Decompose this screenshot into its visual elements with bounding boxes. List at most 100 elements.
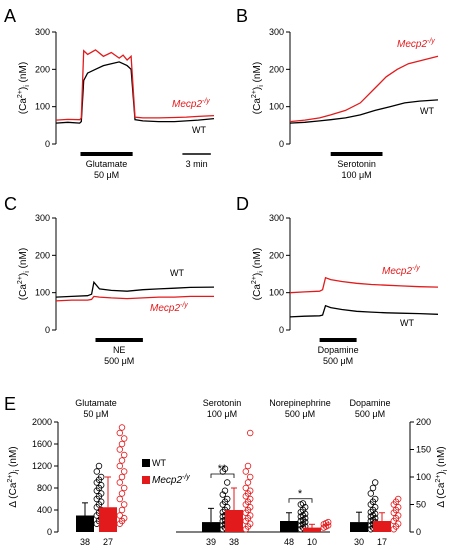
- panel-e-point-mecp2: [118, 506, 126, 514]
- panel-e-sig-label: **: [218, 463, 227, 475]
- panel-a-ytick-label: 0: [45, 139, 50, 149]
- panel-b-ytick-label: 200: [269, 64, 284, 74]
- panel-e-left-tick-label: 800: [37, 483, 52, 493]
- panel-c-ytick-label: 100: [35, 288, 50, 298]
- panel-c-ytick-label: 300: [35, 213, 50, 223]
- panel-e-point-wt: [219, 491, 226, 498]
- panel-d-stim-bar: [319, 338, 357, 342]
- panel-e-left-tick-label: 0: [47, 527, 52, 537]
- panel-e-bar-mecp2: [303, 527, 321, 532]
- panel-b-mecp2-label: Mecp2-/y: [397, 38, 435, 50]
- panel-d-series-mecp2: [289, 276, 439, 294]
- panel-e-point-wt: [369, 484, 377, 492]
- panel-e-right-tick-label: 0: [416, 527, 421, 537]
- panel-d-ylabel: (Ca2+)i (nM): [251, 248, 265, 300]
- panel-d-stim-label: Dopamine: [318, 345, 359, 355]
- panel-c-stim-conc: 500 μM: [104, 356, 134, 366]
- panel-e-legend-mecp2-label: Mecp2-/y: [152, 474, 190, 486]
- panel-e-point-mecp2: [325, 522, 332, 529]
- panel-e-bar-mecp2: [225, 510, 243, 532]
- panel-a-ytick-label: 300: [35, 27, 50, 37]
- panel-e-bar-wt: [280, 521, 298, 532]
- panel-e-right-ylabel: Δ (Ca2+)i (nM): [435, 446, 449, 507]
- panel-e-point-mecp2: [120, 484, 128, 492]
- panel-a-ytick-label: 200: [35, 64, 50, 74]
- panel-letter-c: C: [4, 194, 17, 214]
- panel-e-left-tick-label: 2000: [32, 417, 52, 427]
- panel-e-point-wt: [93, 468, 100, 475]
- panel-e-point-wt: [221, 487, 229, 494]
- panel-d-ytick-label: 300: [269, 213, 284, 223]
- panel-b-stim-conc: 100 μM: [341, 170, 371, 180]
- panel-c-stim-label: NE: [113, 345, 126, 355]
- panel-e-point-mecp2: [246, 473, 254, 481]
- panel-e-point-mecp2: [116, 462, 123, 470]
- panel-e-bar-wt: [350, 522, 368, 532]
- panel-c-ylabel: (Ca2+)i (nM): [17, 248, 31, 300]
- panel-a-stim-label: Glutamate: [86, 159, 128, 169]
- panel-e-point-wt: [223, 479, 231, 486]
- panel-e-point-mecp2: [118, 440, 126, 448]
- panel-b-ytick-label: 0: [279, 139, 284, 149]
- panel-a-stim-conc: 50 μM: [94, 170, 119, 180]
- panel-e-right-tick-label: 50: [416, 500, 426, 510]
- panel-e-group-name: Norepinephrine: [269, 398, 331, 408]
- panel-letter-e: E: [4, 394, 16, 414]
- panel-c-ytick-label: 200: [35, 250, 50, 260]
- panel-e-left-tick-label: 400: [37, 505, 52, 515]
- panel-b-stim-bar: [330, 152, 383, 156]
- panel-e-bar-mecp2: [99, 507, 117, 532]
- panel-e-group-name: Serotonin: [203, 398, 242, 408]
- panel-a-scale-label: 3 min: [186, 159, 208, 169]
- panel-e-bar-mecp2: [373, 521, 391, 532]
- panel-e-point-wt: [221, 465, 229, 472]
- panel-e-point-mecp2: [325, 518, 332, 526]
- panel-e-sig-label: *: [298, 488, 303, 500]
- panel-e-point-wt: [372, 495, 379, 503]
- panel-d-wt-label: WT: [400, 318, 414, 328]
- panel-c-wt-label: WT: [170, 268, 184, 278]
- panel-e-sig-bracket: [288, 498, 313, 503]
- panel-d-mecp2-label: Mecp2-/y: [382, 265, 420, 277]
- panel-c-ytick-label: 0: [45, 325, 50, 335]
- panel-a-stim-bar: [80, 152, 133, 156]
- panel-b-series-wt: [289, 99, 439, 124]
- panel-e-point-mecp2: [116, 495, 123, 503]
- panel-e-n-mecp2: 38: [229, 537, 239, 547]
- panel-e-point-mecp2: [395, 495, 402, 503]
- panel-e-right-tick-label: 150: [416, 445, 431, 455]
- panel-e-group-name: Dopamine: [349, 398, 390, 408]
- panel-e-point-mecp2: [246, 429, 254, 437]
- panel-e-n-wt: 30: [354, 537, 364, 547]
- panel-e-point-wt: [367, 509, 374, 516]
- panel-d-ytick-label: 100: [269, 288, 284, 298]
- panel-e-legend-wt-label: WT: [152, 458, 166, 468]
- panel-c-series-wt: [55, 280, 215, 298]
- panel-e-point-wt: [299, 516, 307, 524]
- panel-e-point-wt: [302, 518, 309, 526]
- panel-e-left-tick-label: 1600: [32, 439, 52, 449]
- panel-d-ytick-label: 200: [269, 250, 284, 260]
- panel-letter-b: B: [236, 6, 248, 26]
- panel-a-ylabel: (Ca2+)i (nM): [17, 62, 31, 114]
- panel-b-wt-label: WT: [420, 106, 434, 116]
- panel-e-group-name: Glutamate: [75, 398, 117, 408]
- panel-e-point-mecp2: [244, 462, 252, 470]
- panel-b-stim-label: Serotonin: [337, 159, 376, 169]
- panel-d-series-wt: [289, 304, 439, 318]
- panel-e-legend-wt-swatch: [142, 459, 150, 467]
- panel-e-point-mecp2: [244, 479, 252, 486]
- panel-e-group-conc: 500 μM: [355, 409, 385, 419]
- panel-b-ytick-label: 100: [269, 102, 284, 112]
- panel-c-series-mecp2: [55, 295, 214, 302]
- panel-e-left-tick-label: 1200: [32, 461, 52, 471]
- panel-e-point-mecp2: [118, 457, 126, 464]
- panel-e-point-wt: [97, 473, 105, 481]
- panel-e-n-mecp2: 27: [103, 537, 113, 547]
- panel-a-wt-label: WT: [192, 125, 206, 135]
- panel-b-ytick-label: 300: [269, 27, 284, 37]
- panel-e-point-mecp2: [242, 484, 249, 492]
- panel-c-stim-bar: [95, 338, 143, 342]
